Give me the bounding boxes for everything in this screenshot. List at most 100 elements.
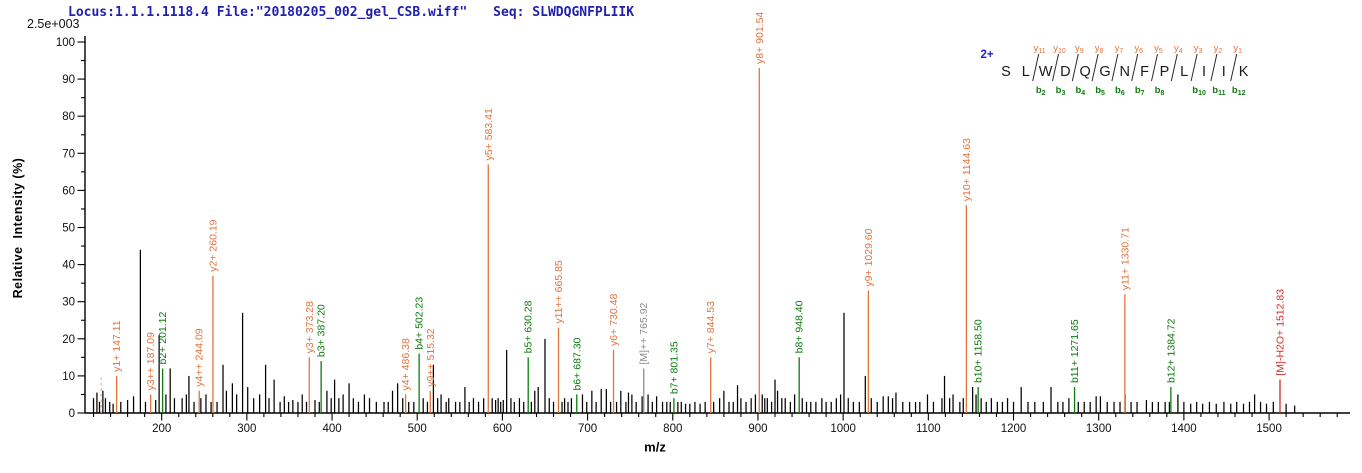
- residue-letter: L: [1180, 64, 1188, 80]
- y-tick-label: 80: [62, 111, 75, 123]
- residue-letter: F: [1140, 64, 1149, 80]
- max-intensity-label: 2.5e+003: [27, 17, 80, 31]
- residue-letter: K: [1239, 64, 1249, 80]
- residue-letter: I: [1202, 64, 1206, 80]
- locus-file-label: Locus:1.1.1.1118.4 File:"20180205_002_ge…: [68, 5, 468, 20]
- cleavage-mark: [1071, 53, 1079, 82]
- residue-letter: I: [1222, 64, 1226, 80]
- cleavage-mark: [1131, 53, 1139, 82]
- y-tick-label: 0: [69, 408, 75, 420]
- x-tick-label: 700: [578, 423, 597, 435]
- cleavage-mark: [1190, 53, 1198, 82]
- spectrum-header: Locus:1.1.1.1118.4 File:"20180205_002_ge…: [68, 5, 634, 20]
- b-ion-map-label: b3: [1056, 85, 1066, 97]
- y-ion-map-label: y8: [1095, 43, 1104, 55]
- fragment-peak-label: b4+ 502.23: [414, 297, 426, 350]
- x-tick-label: 200: [152, 423, 171, 435]
- y-tick-label: 90: [62, 74, 75, 86]
- y-ion-map-label: y6: [1134, 43, 1143, 55]
- fragment-peak-label: b5+ 630.28: [523, 300, 535, 353]
- cleavage-mark: [1052, 53, 1059, 82]
- y-tick-label: 70: [62, 148, 75, 160]
- fragment-peak-label: y2+ 260.19: [207, 219, 219, 271]
- residue-letter: G: [1099, 64, 1110, 80]
- b-ion-map-label: b4: [1075, 85, 1085, 97]
- residue-letter: W: [1039, 64, 1053, 80]
- y-tick-label: 60: [62, 185, 75, 197]
- x-tick-label: 1100: [916, 423, 941, 435]
- b-ion-map-label: b12: [1232, 85, 1246, 97]
- fragment-peak-label: y9+ 1029.60: [863, 228, 875, 286]
- y-ion-map-label: y4: [1174, 43, 1183, 55]
- fragment-peak-label: y1+ 147.11: [111, 320, 123, 372]
- residue-letter: N: [1120, 64, 1130, 80]
- fragment-peak-label: y9++ 515.32: [425, 328, 437, 387]
- fragment-peak-label: b2+ 201.12: [157, 311, 169, 364]
- cleavage-mark: [1091, 53, 1099, 82]
- x-tick-label: 500: [408, 423, 427, 435]
- residue-letter: P: [1160, 64, 1170, 80]
- y-tick-label: 30: [62, 297, 75, 309]
- b-ion-map-label: b11: [1212, 85, 1225, 97]
- fragment-peak-label: b7+ 801.35: [668, 341, 680, 394]
- fragment-peak-label: b6+ 687.30: [571, 337, 583, 390]
- fragment-peak-label: y10+ 1144.63: [961, 138, 973, 201]
- b-ion-map-label: b5: [1095, 85, 1105, 97]
- x-tick-label: 900: [748, 423, 767, 435]
- y-tick-label: 100: [56, 37, 75, 49]
- y-ion-map-label: y7: [1115, 43, 1124, 55]
- b-ion-map-label: b7: [1135, 85, 1145, 97]
- fragment-peak-label: y5+ 583.41: [483, 108, 495, 160]
- fragment-peak-label: y4+ 486.38: [400, 338, 412, 390]
- fragment-peak-label: y3++ 187.09: [145, 332, 157, 391]
- y-ion-map-label: y9: [1075, 43, 1084, 55]
- x-axis-title: m/z: [644, 439, 666, 455]
- cleavage-mark: [1170, 53, 1178, 82]
- b-ion-map-label: b6: [1115, 85, 1125, 97]
- cleavage-mark: [1032, 53, 1040, 82]
- residue-letter: D: [1060, 64, 1070, 80]
- y-tick-label: 20: [62, 334, 75, 346]
- fragment-peak-label: [M]++ 765.92: [638, 302, 650, 364]
- fragment-peak-label: b3+ 387.20: [316, 304, 328, 357]
- sequence-label: Seq: SLWDQGNFPLIIK: [493, 5, 635, 20]
- fragment-peak-label: y8+ 901.54: [754, 12, 766, 64]
- fragment-peak-label: y4++ 244.09: [194, 328, 206, 387]
- y-ion-map-label: y1: [1233, 43, 1242, 55]
- y-ion-map-label: y3: [1194, 43, 1203, 55]
- y-ion-map-label: y2: [1214, 43, 1223, 55]
- fragment-peak-label: b8+ 948.40: [794, 300, 806, 353]
- x-tick-label: 800: [663, 423, 682, 435]
- b-ion-map-label: b8: [1155, 85, 1165, 97]
- y-ion-map-label: y10: [1053, 43, 1066, 55]
- cleavage-mark: [1151, 53, 1158, 82]
- fragment-peak-label: y3+ 373.28: [304, 301, 316, 353]
- fragment-peak-label: y6+ 730.48: [608, 294, 620, 346]
- x-tick-label: 1000: [830, 423, 856, 435]
- cleavage-mark: [1230, 53, 1238, 82]
- fragment-peak-label: b12+ 1384.72: [1165, 318, 1177, 383]
- y-tick-label: 50: [62, 223, 75, 235]
- cleavage-mark: [1210, 53, 1218, 82]
- fragment-peak-label: y7+ 844.53: [705, 301, 717, 353]
- y-tick-label: 40: [62, 260, 75, 272]
- precursor-charge-label: 2+: [980, 49, 993, 61]
- b-ion-map-label: b2: [1036, 85, 1046, 97]
- x-tick-label: 400: [322, 423, 341, 435]
- y-ion-map-label: y5: [1154, 43, 1163, 55]
- y-ion-map-label: y11: [1034, 43, 1046, 55]
- fragment-peak-label: b11+ 1271.65: [1069, 319, 1081, 383]
- fragment-peak-label: y11+ 1330.71: [1119, 227, 1131, 290]
- x-tick-label: 1400: [1171, 423, 1197, 435]
- cleavage-mark: [1111, 53, 1119, 82]
- x-tick-label: 1500: [1256, 423, 1282, 435]
- residue-letter: L: [1022, 64, 1030, 80]
- fragment-peak-label: b10+ 1158.50: [973, 319, 985, 383]
- b-ion-map-label: b10: [1192, 85, 1206, 97]
- fragment-peak-label: y11++ 665.85: [553, 260, 565, 324]
- x-tick-label: 300: [237, 423, 256, 435]
- x-tick-label: 1200: [1001, 423, 1027, 435]
- fragment-peak-label: [M]-H2O+ 1512.83: [1275, 289, 1287, 376]
